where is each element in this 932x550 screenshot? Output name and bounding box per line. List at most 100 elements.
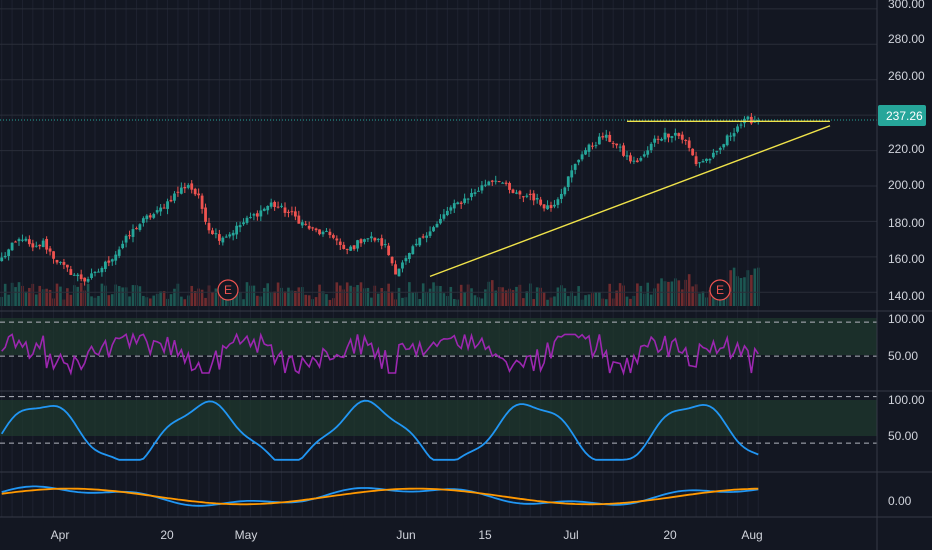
- candle-body: [473, 192, 477, 194]
- volume-bar: [615, 290, 618, 306]
- rsi-axis[interactable]: 100.00 50.00: [888, 312, 925, 363]
- candle-body: [349, 246, 353, 251]
- signal-line: [1, 487, 759, 506]
- candle-body: [539, 199, 543, 205]
- candle-body: [549, 205, 553, 209]
- candle-body: [718, 147, 722, 150]
- price-axis[interactable]: 300.00 280.00 260.00 220.00 200.00 180.0…: [888, 0, 925, 303]
- candle-body: [17, 239, 21, 242]
- volume-bar: [152, 295, 156, 306]
- volume-bar: [680, 289, 684, 306]
- volume-bar: [687, 274, 691, 306]
- stochastic-line: [0, 399, 759, 461]
- volume-bar: [66, 288, 69, 306]
- candle-body: [452, 203, 456, 209]
- volume-bar: [743, 277, 746, 306]
- candle-body: [373, 237, 377, 241]
- candle-body: [456, 202, 460, 205]
- volume-bar: [221, 294, 225, 306]
- candle-body: [141, 218, 145, 223]
- earnings-marker[interactable]: E: [709, 279, 731, 301]
- candle-body: [660, 138, 663, 141]
- volume-bar: [587, 294, 591, 306]
- volume-bar: [370, 297, 373, 306]
- volume-bar: [608, 283, 612, 306]
- volume-bar: [273, 291, 276, 306]
- stoch-tick: 100.00: [888, 393, 925, 407]
- volume-bar: [629, 298, 632, 306]
- candle-body: [297, 215, 301, 224]
- volume-bar: [173, 288, 176, 306]
- earnings-marker[interactable]: E: [217, 279, 239, 301]
- candle-body: [138, 224, 142, 230]
- volume-bar: [256, 295, 259, 306]
- candle-body: [521, 196, 525, 198]
- candle-body: [217, 234, 221, 241]
- candle-body: [255, 213, 259, 217]
- stoch-axis[interactable]: 100.00 50.00: [888, 393, 925, 443]
- volume-bar: [428, 288, 432, 306]
- candle-body: [421, 236, 425, 238]
- volume-bar: [656, 283, 660, 306]
- volume-bar: [618, 283, 622, 306]
- earnings-icon: [217, 279, 239, 301]
- volume-bar: [45, 288, 48, 306]
- candle-body: [615, 143, 619, 146]
- candle-body: [162, 207, 166, 209]
- candle-body: [325, 230, 328, 232]
- candle-body: [69, 269, 73, 275]
- volume-bar: [335, 282, 339, 306]
- candle-body: [321, 231, 325, 235]
- volume-bar: [252, 285, 256, 306]
- volume-bar: [97, 295, 100, 306]
- volume-bar: [753, 268, 757, 306]
- candle-body: [414, 243, 418, 246]
- volume-bar: [183, 299, 187, 306]
- candle-body: [14, 241, 17, 243]
- volume-bar: [211, 292, 214, 306]
- candle-body: [653, 138, 657, 143]
- volume-bar: [224, 297, 228, 306]
- candle-body: [477, 190, 480, 192]
- candle-body: [376, 238, 380, 240]
- candle-body: [667, 133, 670, 138]
- candle-body: [228, 234, 232, 237]
- macd-axis[interactable]: 0.00: [888, 494, 912, 508]
- volume-bar: [380, 287, 384, 306]
- candle-body: [221, 237, 225, 243]
- candle-body: [622, 145, 625, 156]
- candle-body: [739, 124, 743, 126]
- candle-body: [235, 225, 239, 235]
- candle-body: [176, 191, 180, 193]
- volume-bar: [214, 288, 218, 306]
- candle-body: [490, 180, 494, 182]
- volume-bar: [190, 285, 194, 306]
- candle-body: [404, 258, 408, 262]
- volume-bar: [338, 285, 342, 306]
- volume-bar: [452, 298, 456, 306]
- rsi-tick: 50.00: [888, 349, 918, 363]
- volume-bar: [708, 290, 712, 306]
- volume-bar: [328, 299, 332, 306]
- candle-body: [532, 193, 536, 201]
- volume-bar: [463, 292, 466, 306]
- candle-body: [556, 199, 560, 205]
- candle-body: [597, 136, 601, 145]
- volume-bar: [598, 292, 601, 306]
- volume-bar: [421, 283, 425, 306]
- candle-body: [345, 248, 349, 250]
- time-axis[interactable]: Apr 20 May Jun 15 Jul 20 Aug: [51, 528, 763, 542]
- candle-body: [79, 274, 83, 280]
- candle-body: [242, 222, 245, 225]
- volume-bar: [14, 287, 17, 306]
- volume-bar: [401, 297, 404, 306]
- volume-bar: [439, 286, 442, 306]
- volume-bar: [732, 267, 736, 306]
- candle-body: [107, 260, 111, 263]
- candle-body: [487, 181, 491, 186]
- candle-body: [470, 193, 473, 198]
- candle-body: [318, 229, 321, 235]
- candle-body: [52, 251, 55, 259]
- volume-bar: [204, 297, 207, 306]
- candle-body: [3, 255, 7, 258]
